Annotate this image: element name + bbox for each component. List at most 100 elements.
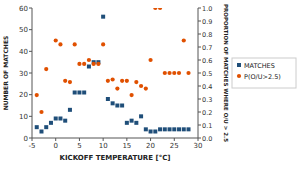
matches-point (125, 121, 129, 125)
proportion-point (182, 38, 186, 42)
x-tick (103, 138, 104, 141)
matches-point (187, 127, 191, 131)
matches-point (58, 117, 62, 121)
proportion-point (87, 58, 91, 62)
legend-label: MATCHES (244, 62, 275, 70)
y-tick (29, 116, 32, 117)
legend-swatch (237, 63, 241, 67)
y-tick-label: 50 (19, 26, 28, 34)
matches-point (68, 108, 72, 112)
proportion-point (186, 71, 190, 75)
y2-tick (198, 99, 201, 100)
y2-tick (198, 8, 201, 9)
x-tick-label: 0 (53, 142, 57, 150)
y2-tick (198, 21, 201, 22)
y-tick-label: 40 (19, 48, 28, 56)
proportion-point (134, 80, 138, 84)
matches-point (153, 130, 157, 134)
matches-point (115, 104, 119, 108)
proportion-point (125, 79, 129, 83)
proportion-point (139, 84, 143, 88)
y2-tick (198, 34, 201, 35)
proportion-point (158, 8, 162, 10)
y2-tick (198, 86, 201, 87)
matches-point (120, 104, 124, 108)
y2-tick (198, 73, 201, 74)
matches-point (158, 127, 162, 131)
y2-tick-label: 0.2 (202, 109, 212, 117)
y-tick (29, 73, 32, 74)
matches-point (182, 127, 186, 131)
y-tick (29, 51, 32, 52)
proportion-point (153, 8, 157, 10)
proportion-point (63, 79, 67, 83)
x-tick-label: 5 (77, 142, 81, 150)
y2-tick (198, 138, 201, 139)
proportion-point (172, 71, 176, 75)
proportion-point (148, 58, 152, 62)
proportion-point (130, 93, 134, 97)
x-axis-label: KICKOFF TEMPERATURE [°C] (59, 154, 170, 162)
proportion-point (163, 71, 167, 75)
y2-tick (198, 47, 201, 48)
proportion-point (177, 71, 181, 75)
proportion-point (68, 80, 72, 84)
x-tick-label: 10 (99, 142, 108, 150)
y-tick (29, 94, 32, 95)
proportion-point (106, 79, 110, 83)
y2-tick-label: 0.7 (202, 44, 212, 52)
y-tick (29, 8, 32, 9)
y2-tick-label: 0.6 (202, 57, 212, 65)
proportion-point (82, 62, 86, 66)
matches-point (35, 125, 39, 129)
y2-tick-label: 0.5 (202, 70, 212, 78)
matches-point (63, 119, 67, 123)
x-tick (174, 138, 175, 141)
proportion-point (115, 87, 119, 91)
y2-axis-label: PROPORTION OF MATCHES WHERE O/U > 2.5 (223, 4, 229, 142)
matches-point (44, 125, 48, 129)
proportion-point (144, 87, 148, 91)
matches-point (172, 127, 176, 131)
y2-tick-label: 0.1 (202, 122, 212, 130)
y-tick-label: 60 (19, 5, 28, 13)
matches-point (163, 127, 167, 131)
matches-point (106, 97, 110, 101)
proportion-point (167, 71, 171, 75)
proportion-point (54, 38, 58, 42)
proportion-point (77, 62, 81, 66)
chart: -505101520253001020304050600.00.10.20.30… (0, 0, 300, 172)
matches-point (177, 127, 181, 131)
matches-point (49, 121, 53, 125)
matches-point (77, 91, 81, 95)
proportion-point (96, 62, 100, 66)
x-tick-label: 25 (170, 142, 179, 150)
plot-area (35, 8, 191, 133)
legend-label: P(O/U>2.5) (244, 73, 281, 81)
matches-point (139, 114, 143, 118)
x-tick (55, 138, 56, 141)
legend: MATCHES P(O/U>2.5) (232, 58, 296, 88)
legend-swatch (237, 74, 241, 78)
y2-tick-label: 0.0 (202, 135, 212, 143)
proportion-point (73, 42, 77, 46)
y2-tick (198, 60, 201, 61)
x-tick-label: -5 (29, 142, 36, 150)
y-tick-label: 0 (24, 135, 28, 143)
y-tick-label: 30 (19, 70, 28, 78)
proportion-point (111, 77, 115, 81)
y-tick (29, 138, 32, 139)
proportion-point (35, 93, 39, 97)
legend-box (232, 58, 296, 88)
x-axis-line (32, 138, 198, 139)
y2-tick-label: 0.3 (202, 96, 212, 104)
matches-point (134, 121, 138, 125)
x-tick (79, 138, 80, 141)
y-axis-label: NUMBER OF MATCHES (2, 36, 9, 111)
x-tick-label: 15 (122, 142, 131, 150)
y2-tick (198, 112, 201, 113)
proportion-point (58, 42, 62, 46)
y2-tick-label: 0.9 (202, 18, 212, 26)
y2-tick-label: 0.4 (202, 83, 212, 91)
matches-point (73, 91, 77, 95)
